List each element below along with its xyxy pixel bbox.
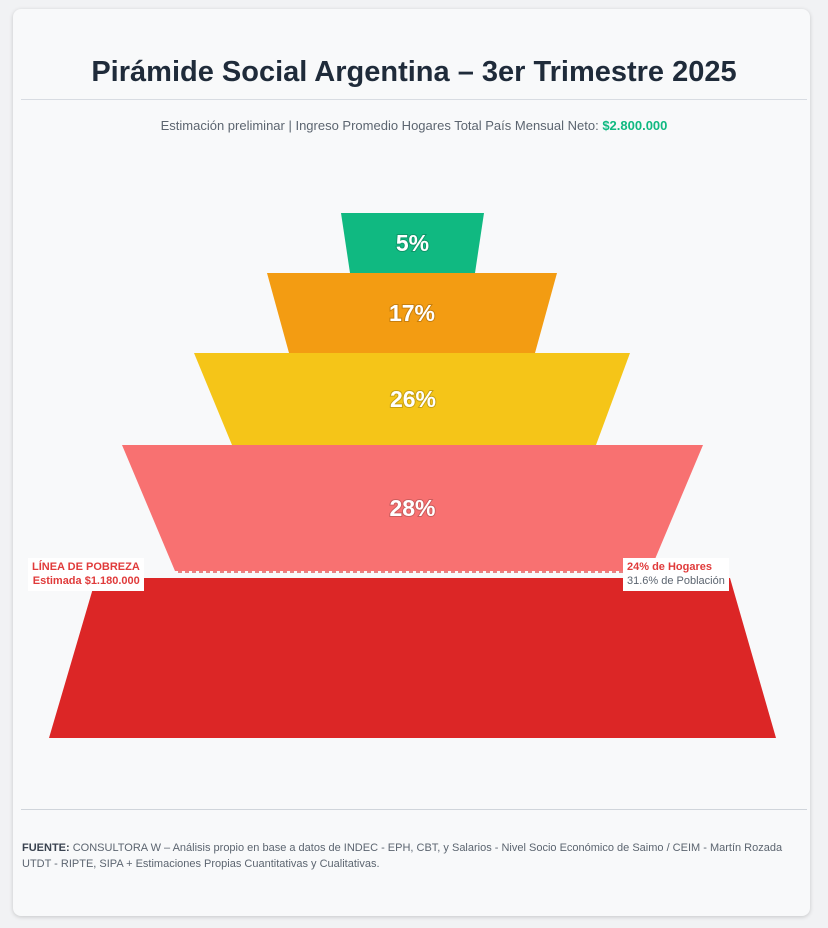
pyramid-level-4: [122, 445, 703, 571]
source-text: CONSULTORA W – Análisis propio en base a…: [22, 842, 783, 870]
pyramid-level-3: [194, 353, 630, 445]
pyramid-level-2: [267, 273, 557, 353]
pyramid-level-label-4: 28%: [389, 495, 435, 521]
footer-divider: [21, 809, 807, 810]
subtitle-text: Estimación preliminar | Ingreso Promedio…: [160, 118, 603, 133]
poverty-households: 24% de Hogares: [627, 561, 712, 573]
poverty-stats: 24% de Hogares 31.6% de Población: [623, 558, 729, 591]
pyramid-level-label-3: 26%: [390, 386, 436, 412]
subtitle: Estimación preliminar | Ingreso Promedio…: [0, 118, 828, 133]
pyramid-level-label-2: 17%: [389, 300, 435, 326]
pyramid-levels: 5% 17% 26% 28%: [49, 213, 776, 738]
title-divider: [21, 99, 807, 100]
pyramid-level-5: [49, 578, 776, 738]
poverty-line-label: LÍNEA DE POBREZA Estimada $1.180.000: [28, 558, 144, 591]
poverty-line-title: LÍNEA DE POBREZA: [32, 561, 140, 573]
average-income: $2.800.000: [602, 118, 668, 133]
poverty-population: 31.6% de Población: [627, 575, 725, 587]
source-label: FUENTE:: [22, 842, 70, 854]
pyramid-level-label-1: 5%: [396, 230, 429, 256]
pyramid-level-1: [341, 213, 484, 273]
page-title: Pirámide Social Argentina – 3er Trimestr…: [91, 56, 737, 88]
source-note: FUENTE: CONSULTORA W – Análisis propio e…: [22, 840, 806, 872]
poverty-line-estimate: Estimada $1.180.000: [32, 575, 140, 587]
